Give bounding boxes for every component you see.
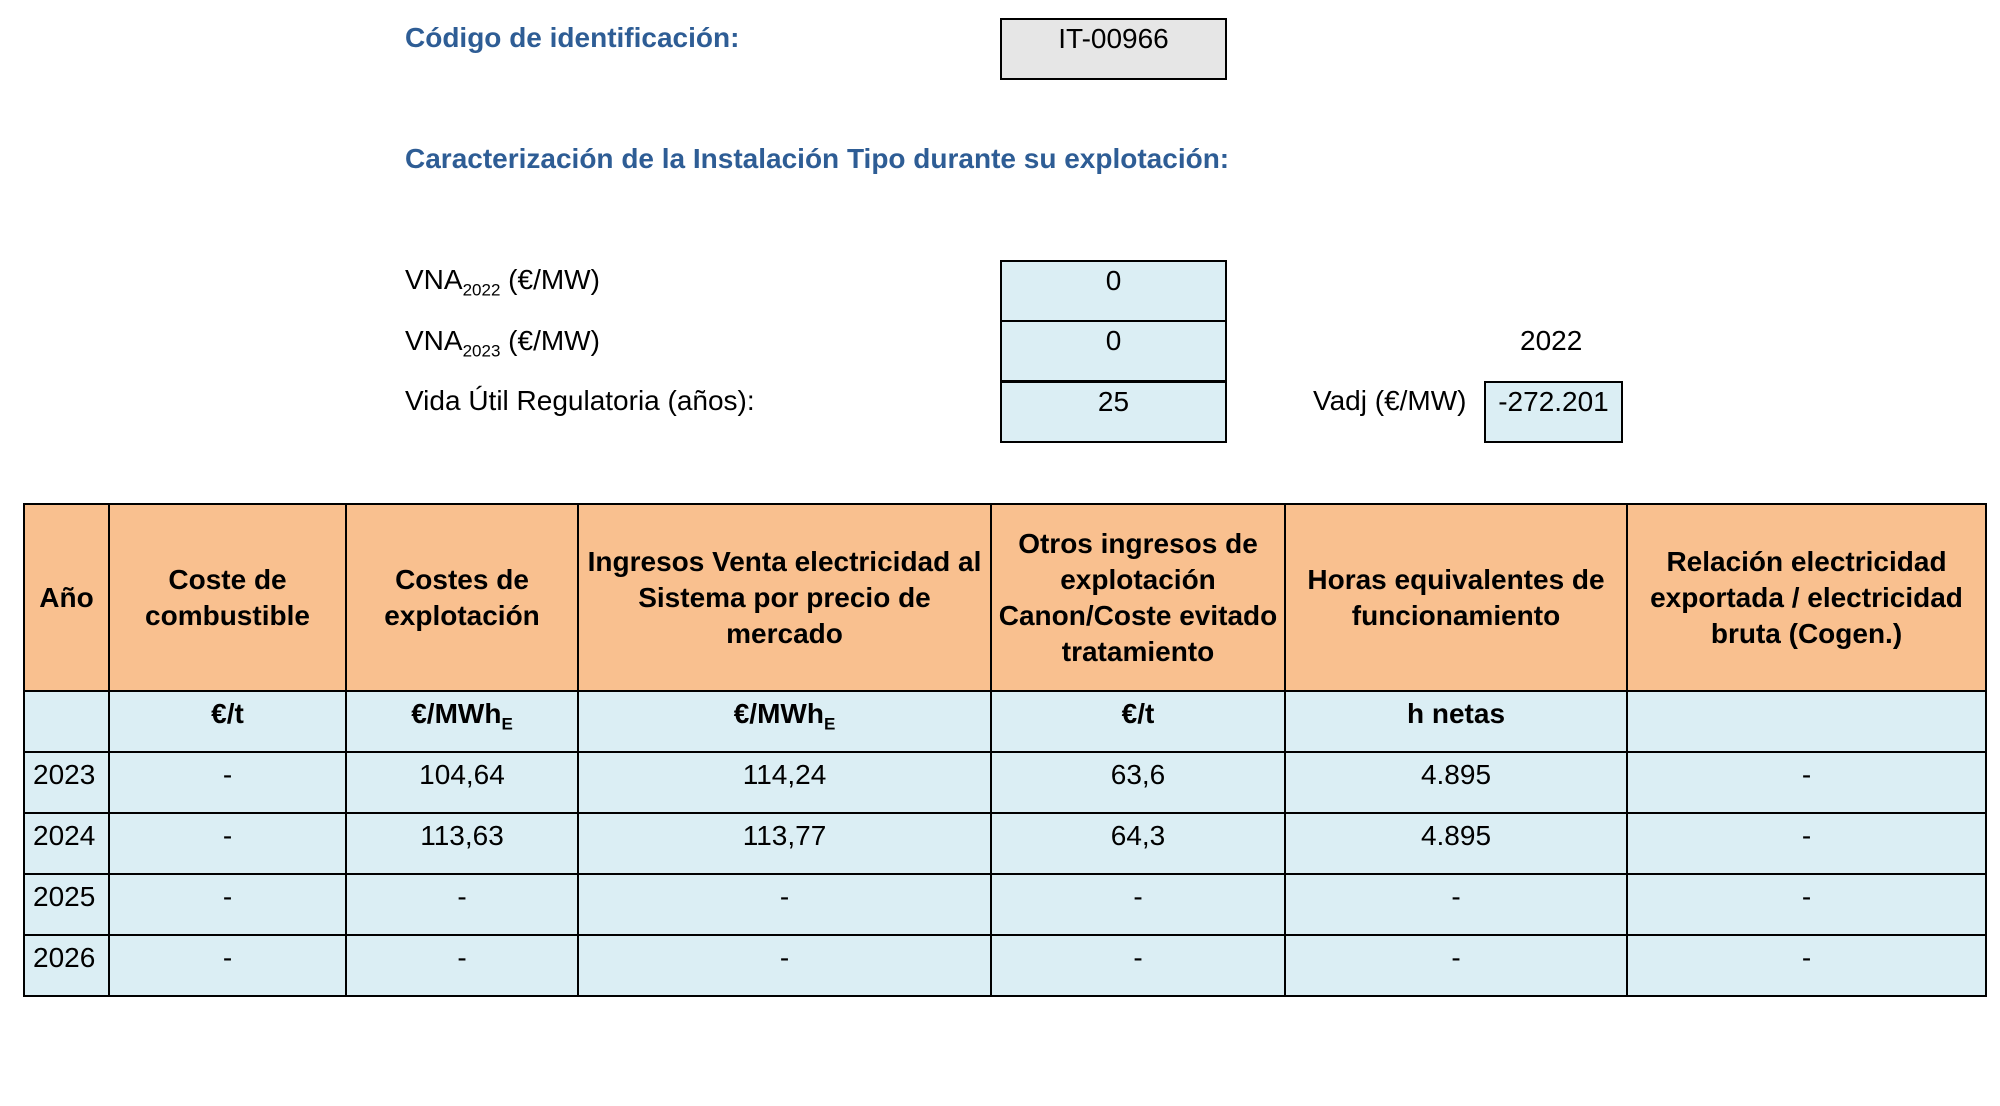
vadj-label: Vadj (€/MW) <box>1313 385 1467 416</box>
cell-other-revenue: 63,6 <box>990 751 1286 814</box>
cell-electricity-ratio: - <box>1626 751 1987 814</box>
col-header-operating-cost: Costes de explotación <box>345 503 579 692</box>
table-row: 2025 - - - - - - <box>23 873 1987 936</box>
cell-electricity-ratio: - <box>1626 934 1987 997</box>
unit-electricity-ratio <box>1626 690 1987 753</box>
col-header-year: Año <box>23 503 110 692</box>
col-header-electricity-ratio: Relación electricidad exportada / electr… <box>1626 503 1987 692</box>
cell-equivalent-hours: 4.895 <box>1284 812 1628 875</box>
cell-equivalent-hours: - <box>1284 873 1628 936</box>
unit-equivalent-hours: h netas <box>1284 690 1628 753</box>
cell-fuel-cost: - <box>108 751 347 814</box>
unit-year <box>23 690 110 753</box>
cell-market-revenue: - <box>577 934 992 997</box>
unit-market-revenue: €/MWhE <box>577 690 992 753</box>
vna2022-value: 0 <box>1000 260 1227 322</box>
unit-operating-cost: €/MWhE <box>345 690 579 753</box>
cell-fuel-cost: - <box>108 873 347 936</box>
cell-operating-cost: 113,63 <box>345 812 579 875</box>
cell-equivalent-hours: - <box>1284 934 1628 997</box>
cell-fuel-cost: - <box>108 812 347 875</box>
cell-market-revenue: 114,24 <box>577 751 992 814</box>
vna2023-label: VNA2023 (€/MW) <box>405 325 600 361</box>
col-header-other-revenue: Otros ingresos de explotación Canon/Cost… <box>990 503 1286 692</box>
cell-market-revenue: - <box>577 873 992 936</box>
cell-operating-cost: - <box>345 934 579 997</box>
vna2022-label: VNA2022 (€/MW) <box>405 264 600 300</box>
cell-equivalent-hours: 4.895 <box>1284 751 1628 814</box>
reference-year: 2022 <box>1520 325 1583 356</box>
cell-electricity-ratio: - <box>1626 873 1987 936</box>
cell-operating-cost: - <box>345 873 579 936</box>
cell-electricity-ratio: - <box>1626 812 1987 875</box>
col-header-fuel-cost: Coste de combustible <box>108 503 347 692</box>
cell-year: 2024 <box>23 812 110 875</box>
vida-util-label: Vida Útil Regulatoria (años): <box>405 385 755 416</box>
col-header-market-revenue: Ingresos Venta electricidad al Sistema p… <box>577 503 992 692</box>
table-row: 2024 - 113,63 113,77 64,3 4.895 - <box>23 812 1987 875</box>
cell-operating-cost: 104,64 <box>345 751 579 814</box>
id-value-box: IT-00966 <box>1000 18 1227 80</box>
table-row: 2023 - 104,64 114,24 63,6 4.895 - <box>23 751 1987 814</box>
vadj-value: -272.201 <box>1484 381 1623 443</box>
cell-other-revenue: 64,3 <box>990 812 1286 875</box>
unit-other-revenue: €/t <box>990 690 1286 753</box>
cell-other-revenue: - <box>990 873 1286 936</box>
cell-fuel-cost: - <box>108 934 347 997</box>
cell-other-revenue: - <box>990 934 1286 997</box>
cell-year: 2026 <box>23 934 110 997</box>
section-title: Caracterización de la Instalación Tipo d… <box>405 143 1230 174</box>
parameters-table: Año Coste de combustible Costes de explo… <box>23 503 1987 997</box>
vida-util-value: 25 <box>1000 381 1227 443</box>
cell-market-revenue: 113,77 <box>577 812 992 875</box>
cell-year: 2025 <box>23 873 110 936</box>
col-header-equivalent-hours: Horas equivalentes de funcionamiento <box>1284 503 1628 692</box>
table-row: 2026 - - - - - - <box>23 934 1987 997</box>
table-header-row: Año Coste de combustible Costes de explo… <box>23 503 1987 692</box>
unit-fuel-cost: €/t <box>108 690 347 753</box>
units-row: €/t €/MWhE €/MWhE €/t h netas <box>23 690 1987 753</box>
vna2023-value: 0 <box>1000 320 1227 382</box>
id-label: Código de identificación: <box>405 22 740 53</box>
cell-year: 2023 <box>23 751 110 814</box>
